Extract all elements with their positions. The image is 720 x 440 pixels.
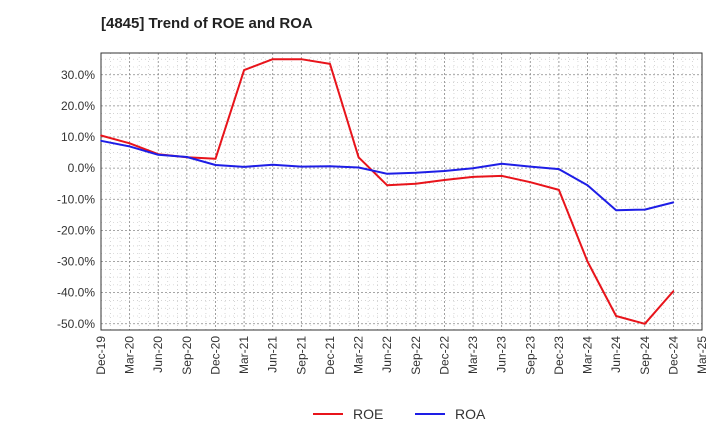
data-point-roa (472, 167, 474, 169)
x-tick-label: Jun-20 (151, 336, 165, 373)
plot-area (100, 52, 703, 331)
data-point-roe (214, 158, 217, 160)
legend-label-roa: ROA (455, 406, 486, 422)
data-point-roa (329, 165, 331, 168)
data-point-roa (672, 201, 675, 204)
x-tick-label: Mar-24 (581, 336, 595, 374)
x-axis-ticks: Dec-19 Mar-20 Jun-20 Sep-20 Dec-20 Mar-21 Jun-… (94, 336, 709, 375)
x-tick-label: Sep-20 (180, 336, 194, 375)
y-tick-label: -50.0% (57, 317, 95, 331)
x-tick-label: Dec-19 (94, 336, 108, 375)
data-point-roe (329, 63, 331, 65)
y-tick-label: -10.0% (57, 192, 95, 206)
x-tick-label: Mar-23 (466, 336, 480, 374)
x-tick-label: Sep-21 (294, 336, 308, 375)
x-tick-label: Dec-21 (323, 336, 337, 375)
data-point-roe (500, 175, 503, 177)
data-point-roa (615, 209, 617, 211)
data-point-roe (386, 184, 388, 187)
data-point-roa (529, 165, 532, 168)
data-point-roe (643, 322, 646, 325)
y-axis-ticks: 30.0% 20.0% 10.0% 0.0% -10.0% -20.0% -30.0% -40… (57, 68, 95, 331)
x-tick-label: Mar-25 (695, 336, 709, 374)
data-point-roa (643, 208, 646, 211)
x-tick-label: Jun-24 (609, 336, 623, 373)
x-tick-label: Dec-23 (552, 336, 566, 375)
x-tick-label: Dec-22 (437, 336, 451, 375)
y-tick-label: 10.0% (61, 130, 95, 144)
data-point-roe (271, 58, 274, 61)
data-point-roe (100, 134, 102, 137)
data-point-roe (558, 189, 560, 191)
y-tick-label: 20.0% (61, 99, 95, 113)
data-point-roe (472, 176, 474, 178)
data-point-roa (558, 168, 560, 170)
data-point-roe (443, 179, 446, 181)
data-point-roe (615, 315, 617, 317)
x-tick-label: Mar-22 (352, 336, 366, 374)
data-point-roa (186, 156, 188, 158)
data-point-roa (271, 163, 274, 166)
data-point-roe (357, 156, 360, 159)
x-tick-label: Mar-20 (123, 336, 137, 374)
x-tick-label: Sep-24 (638, 336, 652, 375)
data-point-roa (243, 166, 245, 168)
x-tick-label: Mar-21 (237, 336, 251, 374)
grid-lines (100, 53, 703, 330)
x-tick-label: Sep-22 (409, 336, 423, 375)
x-tick-label: Sep-23 (523, 336, 537, 375)
data-point-roa (500, 163, 503, 165)
data-point-roa (386, 172, 388, 175)
data-point-roa (586, 184, 589, 187)
data-point-roa (128, 145, 131, 148)
x-tick-label: Dec-20 (208, 336, 222, 375)
chart-title: [4845] Trend of ROE and ROA (101, 15, 313, 32)
y-tick-label: -40.0% (57, 286, 95, 300)
data-point-roe (128, 142, 131, 145)
data-point-roe (529, 181, 532, 183)
data-point-roa (415, 172, 417, 174)
legend-label-roe: ROE (353, 406, 383, 422)
data-point-roa (300, 165, 303, 168)
data-point-roa (214, 164, 217, 166)
y-tick-label: -30.0% (57, 255, 95, 269)
series-line-roa (100, 139, 674, 212)
x-tick-label: Dec-24 (666, 336, 680, 375)
legend: ROE ROA (313, 406, 486, 422)
data-point-roe (415, 182, 417, 185)
data-point-roa (443, 170, 446, 172)
y-tick-label: 30.0% (61, 68, 95, 82)
data-point-roa (157, 153, 160, 156)
data-point-roe (300, 58, 303, 61)
data-point-roe (586, 260, 589, 263)
x-tick-label: Jun-22 (380, 336, 394, 373)
x-tick-label: Jun-23 (495, 336, 509, 373)
x-tick-label: Jun-21 (266, 336, 280, 373)
data-point-roe (672, 290, 675, 292)
data-point-roa (100, 139, 102, 142)
data-point-roe (243, 69, 245, 71)
y-tick-label: -20.0% (57, 223, 95, 237)
series-lines (100, 58, 675, 325)
y-tick-label: 0.0% (68, 161, 96, 175)
data-point-roa (357, 166, 360, 169)
